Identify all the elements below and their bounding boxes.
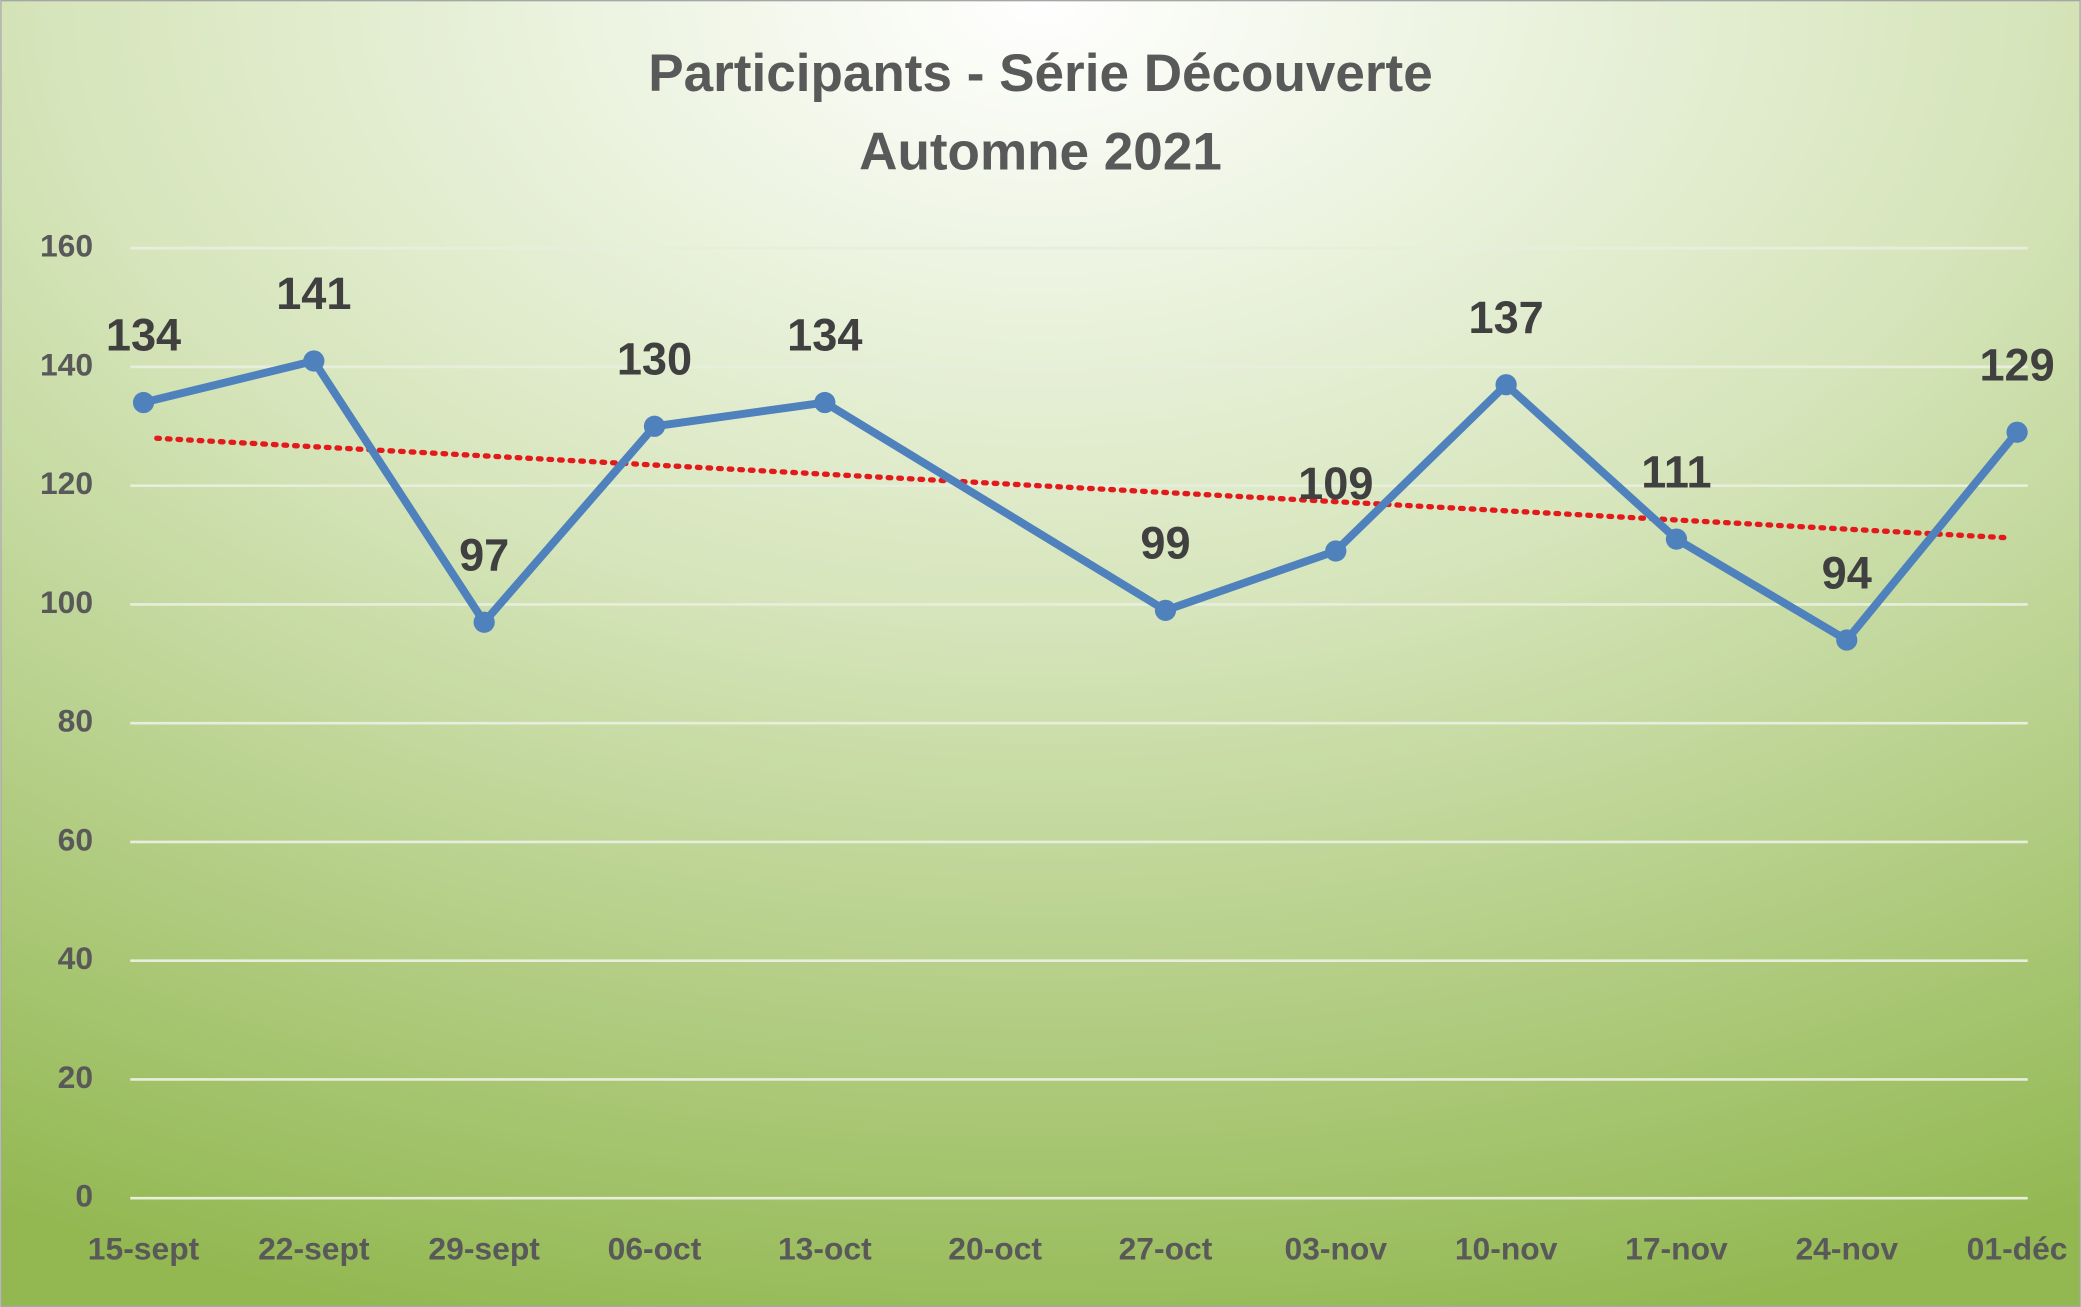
line-segment bbox=[139, 356, 318, 407]
x-tick-label: 20-oct bbox=[948, 1231, 1042, 1267]
data-label: 109 bbox=[1298, 458, 1373, 509]
x-tick-label: 15-sept bbox=[88, 1231, 200, 1267]
data-label: 99 bbox=[1140, 518, 1190, 569]
x-tick-label: 24-nov bbox=[1795, 1231, 1898, 1267]
y-tick-label: 60 bbox=[58, 821, 93, 857]
x-tick-label: 27-oct bbox=[1119, 1231, 1213, 1267]
x-tick-label: 13-oct bbox=[778, 1231, 872, 1267]
data-label: 134 bbox=[106, 310, 181, 361]
x-tick-label: 03-nov bbox=[1284, 1231, 1387, 1267]
line-segment bbox=[820, 398, 1170, 615]
trendline bbox=[154, 435, 2012, 541]
line-segment bbox=[1502, 380, 1681, 544]
data-label: 134 bbox=[787, 310, 862, 361]
y-tick-label: 80 bbox=[58, 703, 93, 739]
data-label: 141 bbox=[276, 268, 351, 319]
data-label: 130 bbox=[617, 333, 692, 384]
y-tick-label: 40 bbox=[58, 940, 93, 976]
x-tick-label: 06-oct bbox=[608, 1231, 702, 1267]
chart-title: Participants - Série Découverte bbox=[648, 44, 1432, 103]
point bbox=[1325, 540, 1347, 562]
y-tick-label: 120 bbox=[40, 465, 93, 501]
point bbox=[1154, 599, 1177, 621]
line-segment bbox=[1161, 546, 1340, 615]
x-tick-label: 10-nov bbox=[1455, 1231, 1558, 1267]
line-segment bbox=[1672, 535, 1851, 645]
line-segment bbox=[1842, 428, 2022, 645]
data-label: 137 bbox=[1468, 292, 1543, 343]
point bbox=[2006, 421, 2028, 443]
y-tick-label: 100 bbox=[40, 584, 93, 620]
x-tick-label: 01-déc bbox=[1967, 1231, 2068, 1267]
y-tick-label: 0 bbox=[75, 1178, 93, 1214]
point bbox=[643, 415, 666, 437]
data-label: 129 bbox=[1979, 339, 2054, 390]
y-tick-label: 160 bbox=[40, 228, 93, 264]
data-label: 111 bbox=[1641, 446, 1711, 497]
point bbox=[1495, 374, 1517, 396]
data-label: 97 bbox=[459, 529, 509, 580]
x-tick-label: 22-sept bbox=[258, 1231, 370, 1267]
point bbox=[1836, 629, 1858, 651]
point bbox=[1665, 528, 1688, 550]
data-label: 94 bbox=[1822, 547, 1872, 598]
line-segment bbox=[650, 398, 829, 431]
line-segment bbox=[309, 356, 489, 627]
point bbox=[473, 611, 495, 633]
line-segment bbox=[480, 422, 659, 627]
line-segment bbox=[1331, 380, 1511, 555]
point bbox=[303, 350, 325, 372]
point bbox=[132, 391, 155, 414]
point bbox=[814, 391, 836, 414]
y-tick-label: 20 bbox=[58, 1059, 93, 1095]
x-tick-label: 29-sept bbox=[428, 1231, 540, 1267]
chart-subtitle: Automne 2021 bbox=[859, 122, 1222, 181]
y-tick-label: 140 bbox=[40, 346, 93, 382]
x-tick-label: 17-nov bbox=[1625, 1231, 1728, 1267]
